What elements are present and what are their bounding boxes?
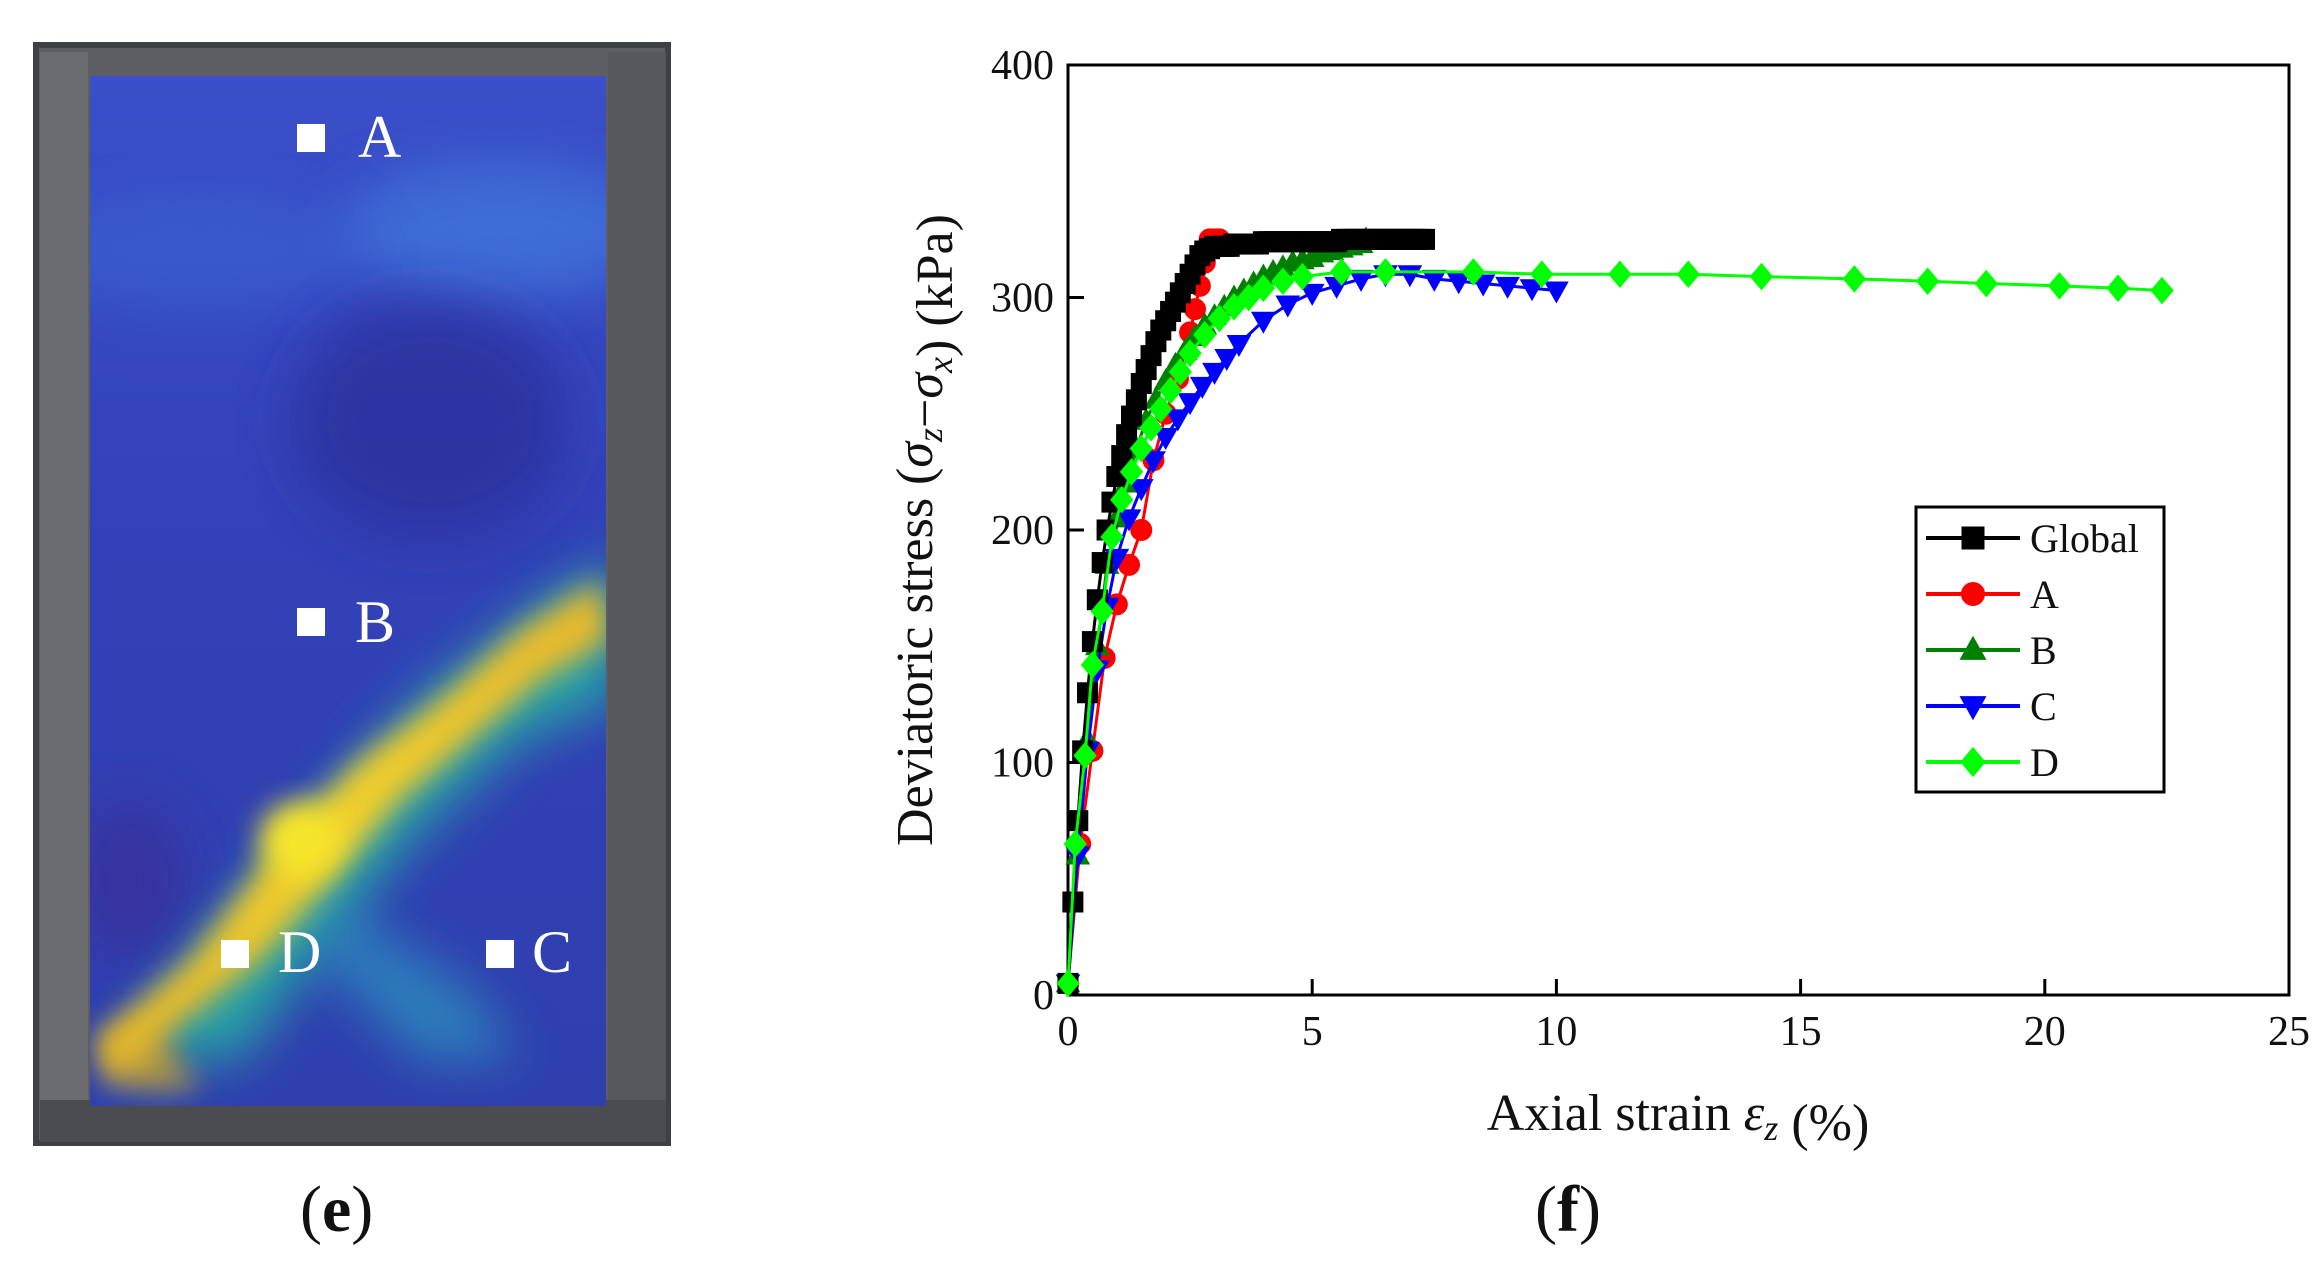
data-point bbox=[1178, 339, 1202, 368]
series-d bbox=[1056, 258, 2174, 998]
panel-label-e: (e) bbox=[300, 1173, 374, 1246]
data-point bbox=[1275, 295, 1301, 318]
legend-item-global: Global bbox=[1926, 516, 2139, 561]
data-point bbox=[1519, 279, 1545, 302]
data-point bbox=[2106, 274, 2130, 302]
data-point bbox=[1063, 830, 1087, 858]
data-point bbox=[1077, 682, 1099, 704]
data-point bbox=[1116, 509, 1142, 532]
data-point bbox=[1100, 523, 1124, 551]
data-point bbox=[1193, 320, 1217, 349]
point-marker-c bbox=[486, 940, 514, 968]
x-axis-label: Axial strain εz (%) bbox=[1487, 1085, 1870, 1152]
data-point bbox=[1073, 741, 1097, 770]
legend-item-c: C bbox=[1926, 684, 2057, 729]
data-point bbox=[1110, 486, 1134, 514]
data-point bbox=[1158, 376, 1183, 405]
data-point bbox=[1177, 393, 1203, 416]
data-point bbox=[1608, 260, 1632, 289]
data-point bbox=[1414, 228, 1436, 250]
point-marker-b bbox=[297, 608, 325, 636]
legend-label: C bbox=[2030, 684, 2057, 729]
x-tick-label: 5 bbox=[1302, 1009, 1323, 1055]
data-point bbox=[1165, 409, 1191, 432]
legend-item-a: A bbox=[1926, 572, 2059, 617]
legend-label: D bbox=[2030, 740, 2059, 785]
data-point bbox=[1119, 458, 1144, 486]
data-point bbox=[1141, 451, 1166, 474]
data-point bbox=[1080, 651, 1105, 679]
y-tick-label: 100 bbox=[991, 741, 1054, 787]
data-point bbox=[1056, 969, 1080, 998]
panel-label-f: (f) bbox=[1535, 1173, 1601, 1246]
legend-label: B bbox=[2030, 628, 2057, 673]
data-point bbox=[1251, 274, 1276, 302]
x-tick-label: 25 bbox=[2268, 1009, 2310, 1055]
data-point bbox=[1130, 519, 1153, 541]
data-point bbox=[2047, 272, 2072, 300]
point-label-b: B bbox=[355, 589, 395, 655]
data-point bbox=[1139, 413, 1163, 442]
legend-marker bbox=[1959, 696, 1987, 721]
data-point bbox=[1168, 358, 1192, 386]
x-tick-label: 0 bbox=[1058, 1009, 1079, 1055]
legend-marker bbox=[1960, 746, 1986, 778]
point-marker-d bbox=[221, 940, 249, 968]
data-point bbox=[1116, 424, 1138, 446]
data-point bbox=[1749, 262, 1774, 291]
data-point bbox=[1111, 445, 1133, 467]
data-point bbox=[1329, 258, 1354, 286]
y-tick-label: 400 bbox=[991, 43, 1054, 89]
x-tick-label: 20 bbox=[2024, 1009, 2066, 1055]
data-point bbox=[1461, 258, 1486, 286]
data-point bbox=[1915, 267, 1940, 295]
y-tick-label: 200 bbox=[991, 508, 1054, 554]
data-point bbox=[1189, 376, 1215, 399]
data-point bbox=[1676, 260, 1700, 289]
data-point bbox=[1129, 434, 1153, 463]
point-label-a: A bbox=[358, 104, 401, 170]
legend-label: Global bbox=[2030, 516, 2139, 561]
data-point bbox=[1207, 304, 1232, 333]
data-point bbox=[1153, 428, 1179, 451]
data-point bbox=[1202, 362, 1227, 385]
y-tick-label: 0 bbox=[1033, 973, 1054, 1019]
data-point bbox=[1271, 267, 1295, 295]
x-tick-label: 10 bbox=[1535, 1009, 1577, 1055]
data-point bbox=[1530, 260, 1554, 289]
legend-item-d: D bbox=[1926, 740, 2059, 785]
data-point bbox=[1299, 283, 1325, 306]
data-point bbox=[1842, 265, 1866, 293]
y-axis-label: Deviatoric stress (σz−σx) (kPa) bbox=[887, 214, 964, 846]
point-label-c: C bbox=[532, 919, 572, 985]
legend-item-b: B bbox=[1926, 628, 2057, 673]
data-point bbox=[1373, 258, 1398, 286]
data-point bbox=[1226, 335, 1252, 358]
legend-marker bbox=[1961, 526, 1985, 550]
legend-label: A bbox=[2030, 572, 2059, 617]
point-label-d: D bbox=[278, 919, 321, 985]
data-point bbox=[1128, 479, 1154, 502]
data-point bbox=[1149, 395, 1173, 423]
x-tick-label: 15 bbox=[1780, 1009, 1822, 1055]
legend-marker bbox=[1960, 581, 1986, 607]
legend-marker bbox=[1959, 635, 1987, 660]
data-point bbox=[1251, 311, 1276, 334]
data-point bbox=[1544, 281, 1569, 304]
y-tick-label: 300 bbox=[991, 276, 1054, 322]
data-point bbox=[1290, 262, 1315, 291]
data-point bbox=[1090, 597, 1114, 626]
point-marker-a bbox=[297, 124, 325, 152]
data-point bbox=[1214, 348, 1240, 371]
data-point bbox=[1495, 276, 1520, 299]
data-point bbox=[2150, 276, 2174, 305]
data-point bbox=[1974, 269, 1998, 298]
